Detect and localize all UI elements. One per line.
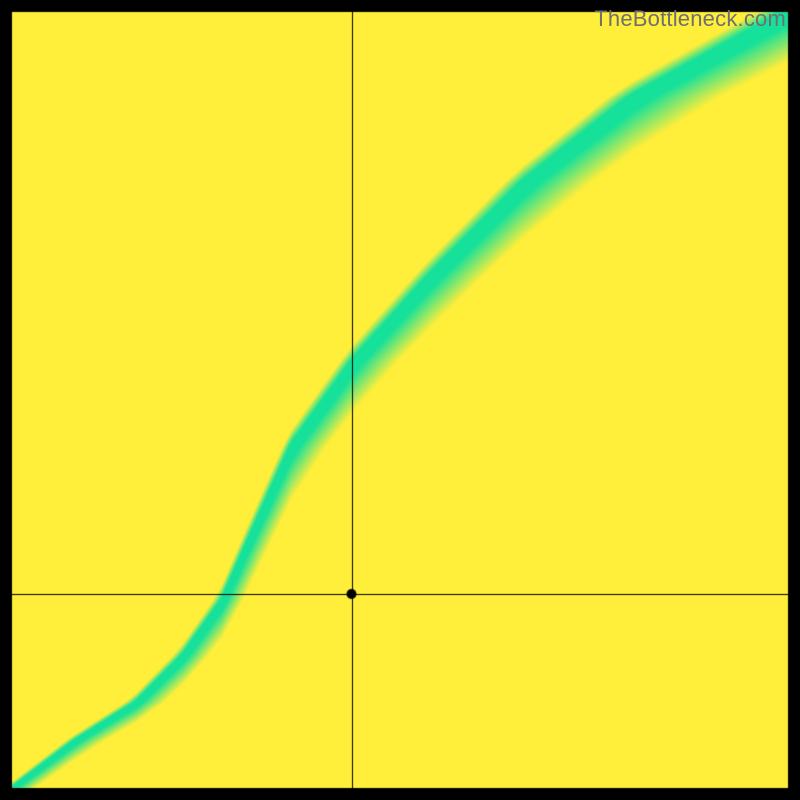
- watermark-text: TheBottleneck.com: [594, 6, 786, 32]
- bottleneck-heatmap-canvas: [0, 0, 800, 800]
- bottleneck-heatmap-container: TheBottleneck.com: [0, 0, 800, 800]
